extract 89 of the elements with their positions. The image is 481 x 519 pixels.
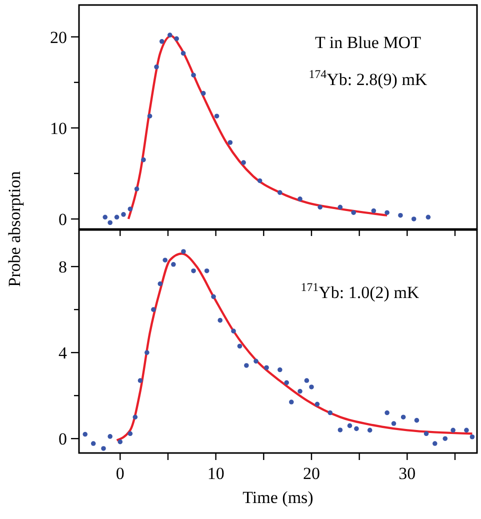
point [354,426,359,432]
annotation: $^{171}$Yb: 1.0(2) mK [300,280,420,302]
x-tick-label: 30 [398,464,416,483]
point [158,281,163,286]
point [167,32,172,38]
point [398,212,403,218]
point [90,441,96,446]
point [141,157,146,162]
point [174,36,179,42]
point [347,423,352,428]
point [264,365,269,370]
point [204,268,210,274]
point [128,431,133,436]
y-tick-label: 0 [58,210,67,229]
point [414,418,420,423]
point [118,439,123,444]
point [114,214,120,220]
point [214,114,220,118]
point [159,39,164,44]
point [426,214,431,220]
point [384,210,390,215]
point [278,190,282,195]
point [289,400,294,404]
point [464,428,469,433]
point [257,178,262,184]
point [309,384,314,390]
x-tick-label: 10 [207,464,224,483]
point [200,90,206,96]
point [151,307,156,312]
x-tick-label: 0 [116,464,124,483]
point [128,206,133,212]
point [108,434,112,439]
y-tick-label: 10 [50,118,67,138]
point [284,380,290,386]
point [442,436,448,441]
y-tick-label: 20 [50,28,67,47]
point [121,212,126,217]
point [304,378,310,383]
point [102,214,108,220]
y-tick-label: 0 [58,430,67,449]
point [228,140,233,145]
point [338,428,343,432]
point [82,432,88,437]
point [351,210,356,215]
point [108,220,112,226]
point [154,64,159,70]
point [180,50,186,56]
point [138,378,143,383]
point [278,367,282,372]
point [241,160,246,165]
point [211,294,216,300]
point [450,428,456,433]
point [134,186,140,192]
point [411,216,416,222]
point [144,350,150,355]
point [171,262,176,267]
point [231,328,236,334]
point [218,318,223,323]
point [147,114,152,118]
annotation: $^{174}$Yb: 2.8(9) mK [308,67,428,89]
point [237,344,242,349]
annotation: T in Blue MOT [315,33,422,52]
point [132,414,138,420]
y-tick-label: 8 [58,258,67,277]
point [328,410,333,416]
point [298,196,302,202]
point [338,204,343,210]
point [384,410,390,416]
point [244,363,249,368]
point [424,431,429,436]
point [391,421,396,426]
point [314,402,320,407]
point [101,446,106,451]
x-axis-title: Time (ms) [242,488,314,507]
point [162,258,168,262]
x-tick-label: 20 [302,464,320,483]
point [191,268,196,274]
point [254,358,258,364]
y-axis-title: Probe absorption [5,170,24,287]
point [367,428,372,433]
point [191,72,196,78]
point [400,414,406,420]
point [181,249,186,254]
point [318,204,322,210]
point [371,208,376,214]
y-tick-label: 4 [58,344,68,363]
point [470,434,475,440]
point [298,388,302,394]
point [432,441,438,446]
